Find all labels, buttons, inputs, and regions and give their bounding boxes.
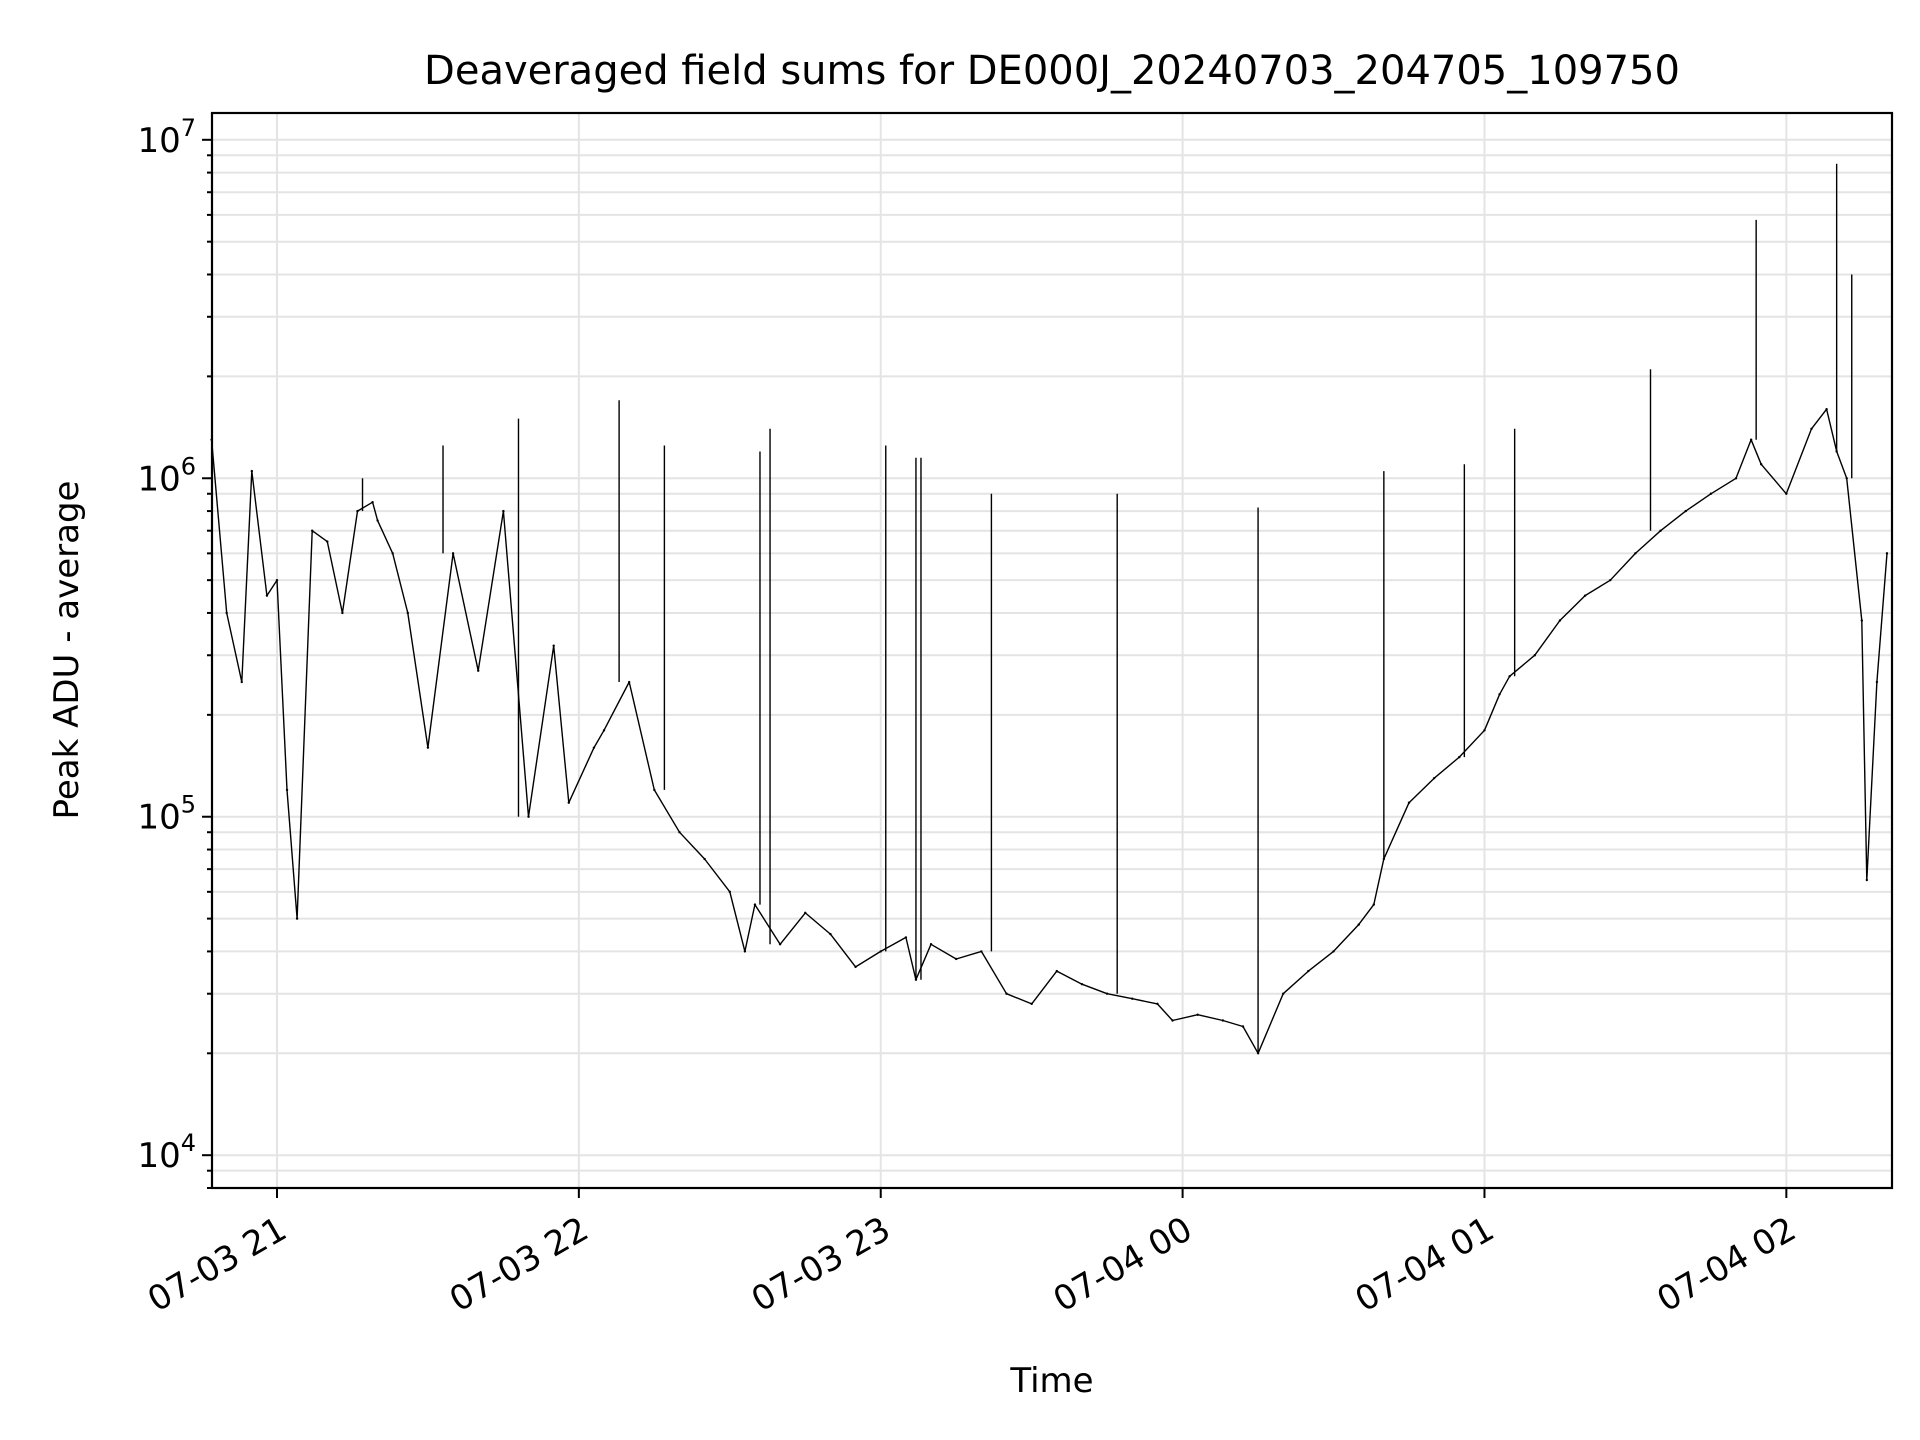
data-point xyxy=(854,965,857,969)
data-point xyxy=(356,509,359,513)
data-point xyxy=(1196,1013,1199,1016)
data-point xyxy=(804,911,807,915)
data-point xyxy=(1483,729,1486,732)
data-point xyxy=(285,788,289,792)
data-point xyxy=(1885,552,1889,555)
y-tick-label: 104 xyxy=(137,1129,196,1176)
data-point xyxy=(1533,654,1536,657)
data-point xyxy=(1030,1002,1033,1006)
data-point xyxy=(1860,619,1864,622)
data-point xyxy=(1357,923,1360,926)
data-point xyxy=(929,943,933,946)
data-point xyxy=(1221,1019,1225,1022)
data-point xyxy=(311,529,314,532)
data-point xyxy=(1609,578,1612,582)
y-tick-label: 107 xyxy=(137,114,196,161)
data-point xyxy=(451,552,455,555)
data-point xyxy=(1825,407,1828,411)
data-point xyxy=(602,729,606,732)
data-point xyxy=(1865,878,1869,882)
data-point xyxy=(341,611,344,615)
data-point xyxy=(1372,903,1375,906)
data-point xyxy=(703,857,706,861)
data-point xyxy=(477,669,480,672)
data-point xyxy=(1156,1002,1159,1006)
data-point xyxy=(753,903,757,906)
data-point xyxy=(904,936,908,939)
data-point xyxy=(1080,983,1084,986)
series-line xyxy=(210,408,1888,1055)
data-point xyxy=(1332,950,1335,953)
grid-lines xyxy=(212,113,1892,1189)
data-point xyxy=(980,950,983,953)
data-point xyxy=(1785,492,1788,495)
data-point xyxy=(678,831,681,834)
data-point xyxy=(1307,969,1310,973)
data-point xyxy=(1734,477,1738,480)
data-point xyxy=(1634,552,1637,555)
data-point xyxy=(250,469,254,473)
data-point xyxy=(295,917,299,920)
data-point xyxy=(371,500,374,504)
data-point xyxy=(1875,680,1879,684)
data-point xyxy=(552,644,555,647)
data-point xyxy=(1105,992,1109,995)
data-point xyxy=(406,611,409,615)
data-point xyxy=(1659,529,1662,532)
data-point xyxy=(275,578,279,582)
data-point xyxy=(391,552,394,555)
data-point xyxy=(653,788,656,792)
data-point xyxy=(1749,438,1753,441)
data-point xyxy=(1458,755,1461,759)
data-point xyxy=(1684,509,1687,513)
data-point xyxy=(1432,776,1436,780)
data-point xyxy=(1498,693,1501,696)
plot-frame xyxy=(210,111,1894,1190)
data-point xyxy=(1171,1019,1174,1022)
data-point xyxy=(502,509,505,513)
data-point xyxy=(592,746,596,749)
series-layer xyxy=(210,163,1889,1055)
data-point xyxy=(1055,969,1059,973)
y-axis-label: Peak ADU - average xyxy=(47,481,87,820)
data-point xyxy=(1407,801,1411,804)
data-point xyxy=(1282,992,1285,995)
data-point xyxy=(728,890,731,894)
data-point xyxy=(1241,1025,1245,1028)
data-point xyxy=(1810,427,1813,431)
data-point xyxy=(326,540,329,543)
data-point xyxy=(627,680,631,684)
data-point xyxy=(1005,992,1008,995)
data-point xyxy=(1508,675,1511,678)
data-point xyxy=(426,746,430,749)
data-point xyxy=(743,950,747,953)
data-point xyxy=(954,957,958,961)
data-point xyxy=(1558,619,1562,622)
data-point xyxy=(567,801,570,804)
data-point xyxy=(1759,463,1763,466)
data-point xyxy=(1845,477,1848,480)
data-point xyxy=(265,594,269,597)
data-point xyxy=(1583,594,1587,597)
y-tick-label: 105 xyxy=(137,791,196,838)
x-axis-label: Time xyxy=(1009,1361,1093,1401)
data-point xyxy=(1131,997,1134,1000)
data-point xyxy=(879,950,882,953)
data-point xyxy=(376,519,379,522)
data-point xyxy=(527,815,530,818)
chart-title: Deaveraged field sums for DE000J_2024070… xyxy=(424,48,1680,94)
y-tick-label: 106 xyxy=(137,452,196,499)
data-point xyxy=(240,680,243,684)
data-point xyxy=(1709,492,1713,495)
data-point xyxy=(829,932,832,936)
data-point xyxy=(778,943,782,946)
data-point xyxy=(225,611,228,615)
